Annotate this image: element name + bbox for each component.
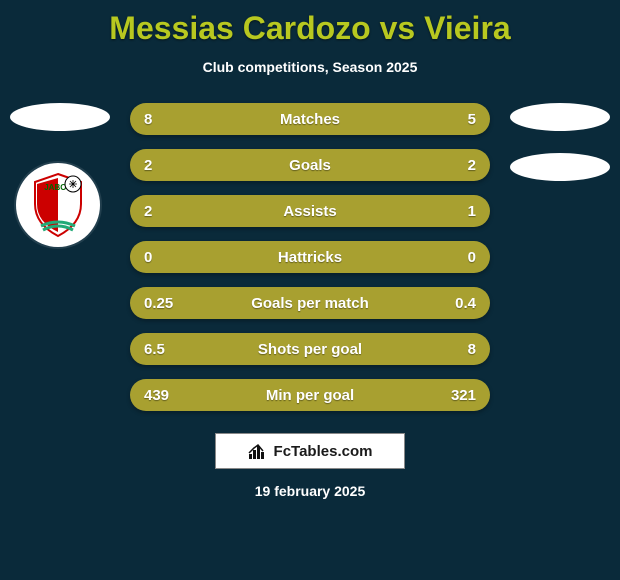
page-title: Messias Cardozo vs Vieira (0, 0, 620, 47)
page-subtitle: Club competitions, Season 2025 (0, 59, 620, 75)
stat-row-matches: 8 Matches 5 (130, 103, 490, 135)
stat-label: Min per goal (130, 387, 490, 404)
player-right-placeholder-2 (510, 153, 610, 181)
stat-right-value: 321 (451, 387, 476, 404)
player-left-placeholder (10, 103, 110, 131)
player-right-placeholder-1 (510, 103, 610, 131)
stat-row-min-per-goal: 439 Min per goal 321 (130, 379, 490, 411)
stat-label: Assists (130, 203, 490, 220)
shield-icon: JABOP (23, 170, 93, 240)
footer-date: 19 february 2025 (0, 483, 620, 499)
stat-row-hattricks: 0 Hattricks 0 (130, 241, 490, 273)
club-badge-left: JABOP (16, 163, 100, 247)
stat-rows: 8 Matches 5 2 Goals 2 2 Assists 1 0 Hatt… (130, 103, 490, 411)
footer-brand-text: FcTables.com (274, 443, 373, 460)
stat-right-value: 5 (468, 111, 476, 128)
stat-right-value: 1 (468, 203, 476, 220)
stat-right-value: 0 (468, 249, 476, 266)
stat-row-assists: 2 Assists 1 (130, 195, 490, 227)
stat-row-shots-per-goal: 6.5 Shots per goal 8 (130, 333, 490, 365)
stat-right-value: 8 (468, 341, 476, 358)
footer-brand-badge[interactable]: FcTables.com (215, 433, 405, 469)
stat-right-value: 2 (468, 157, 476, 174)
stat-label: Goals (130, 157, 490, 174)
stat-row-goals: 2 Goals 2 (130, 149, 490, 181)
stat-label: Shots per goal (130, 341, 490, 358)
bars-icon (248, 442, 268, 460)
stat-label: Hattricks (130, 249, 490, 266)
stat-right-value: 0.4 (455, 295, 476, 312)
stat-row-goals-per-match: 0.25 Goals per match 0.4 (130, 287, 490, 319)
stat-label: Goals per match (130, 295, 490, 312)
stat-label: Matches (130, 111, 490, 128)
stats-area: JABOP 8 Matches 5 2 Goals 2 2 Assists 1 … (0, 103, 620, 411)
